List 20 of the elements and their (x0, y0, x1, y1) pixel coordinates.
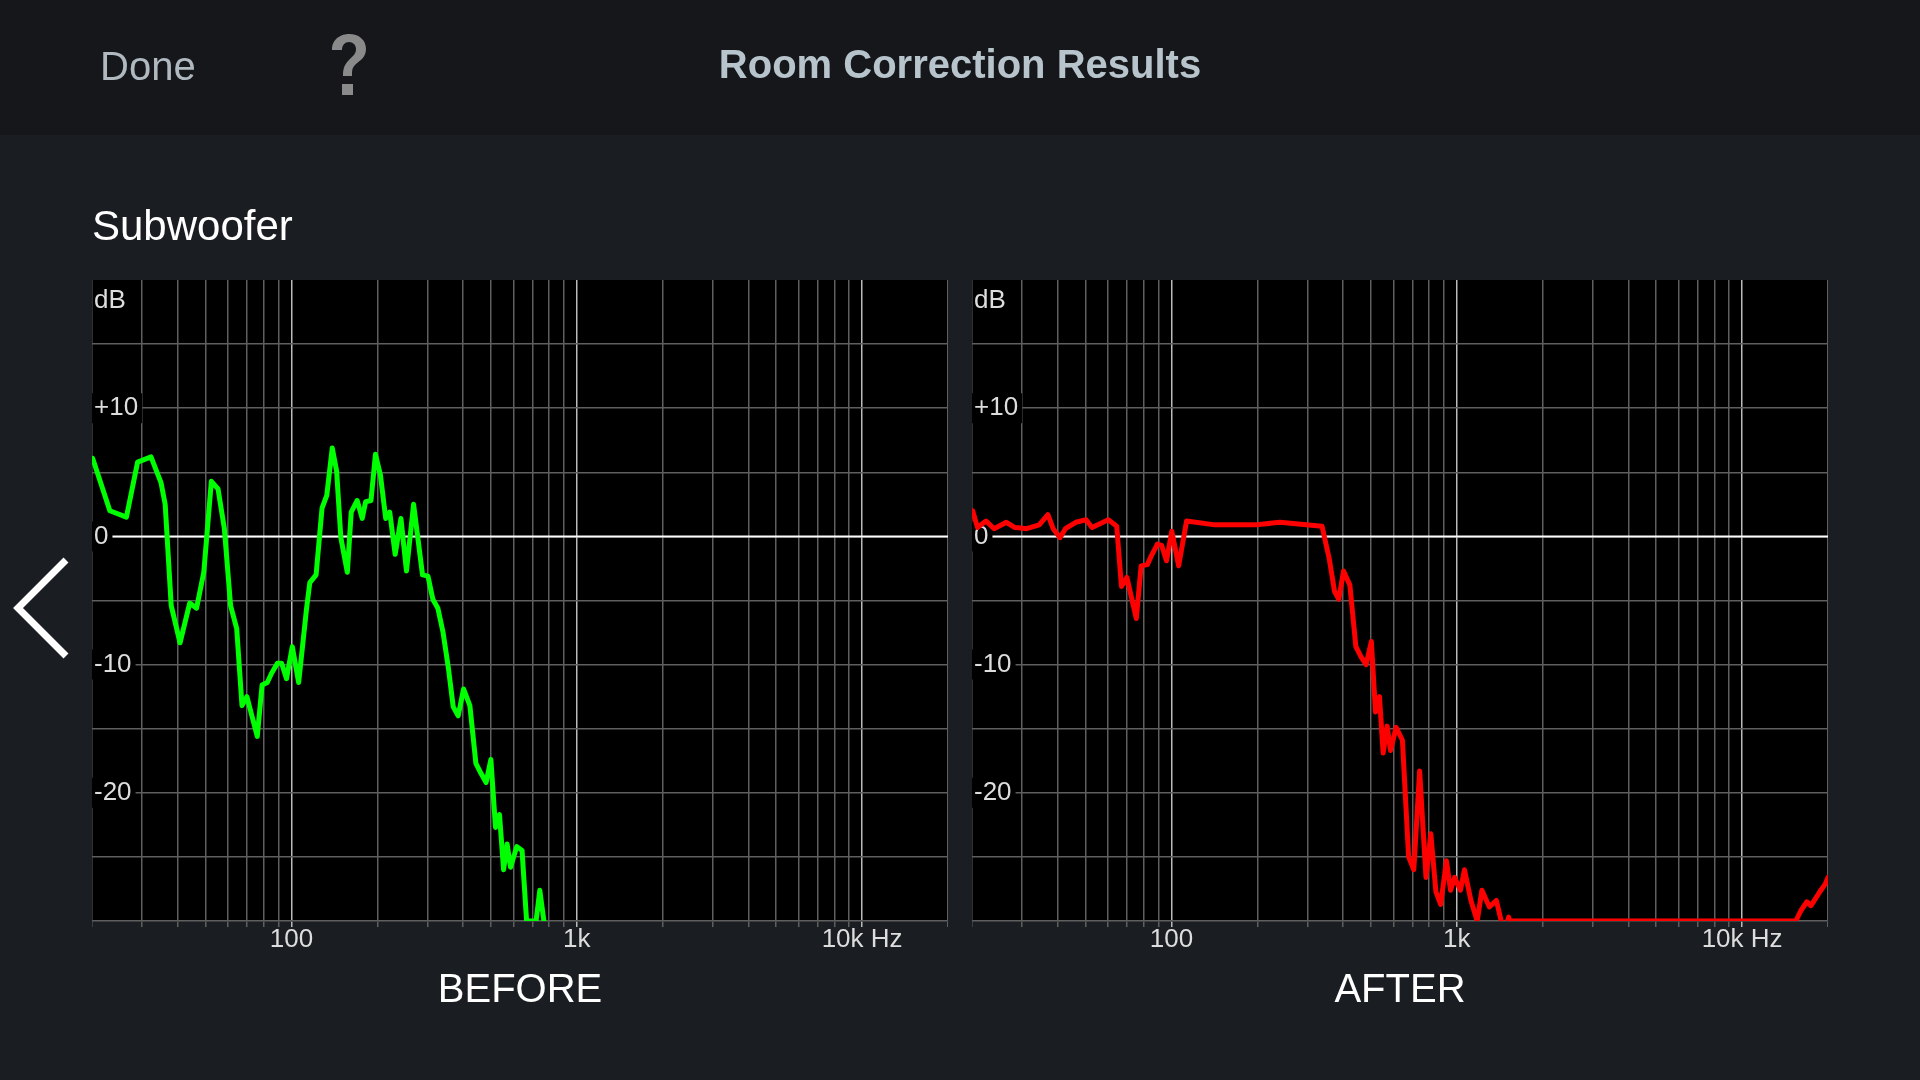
chart-subtitle: Subwoofer (92, 202, 293, 250)
x-tick-label: 1k (1443, 923, 1472, 954)
chart-title: Room Correction Results (718, 42, 1202, 86)
x-tick-label: 100 (1149, 923, 1194, 954)
x-axis-title: AFTER (1334, 966, 1466, 1011)
x-axis-title: BEFORE (437, 966, 603, 1011)
y-tick-label: -10 (974, 647, 1012, 678)
y-tick-label: -10 (94, 647, 132, 678)
text: Done (100, 44, 196, 89)
y-tick-label: +10 (974, 391, 1019, 422)
y-tick-label: 0 (94, 519, 109, 550)
x-tick-label: 100 (269, 923, 314, 954)
y-tick-label: +10 (94, 391, 139, 422)
y-tick-label: -20 (974, 775, 1012, 806)
y-axis-title: dB (94, 284, 126, 315)
y-axis-title: dB (974, 284, 1006, 315)
x-tick-label: 10k Hz (821, 923, 903, 954)
x-tick-label: 10k Hz (1701, 923, 1783, 954)
x-tick-label: 1k (563, 923, 592, 954)
y-tick-label: -20 (94, 775, 132, 806)
